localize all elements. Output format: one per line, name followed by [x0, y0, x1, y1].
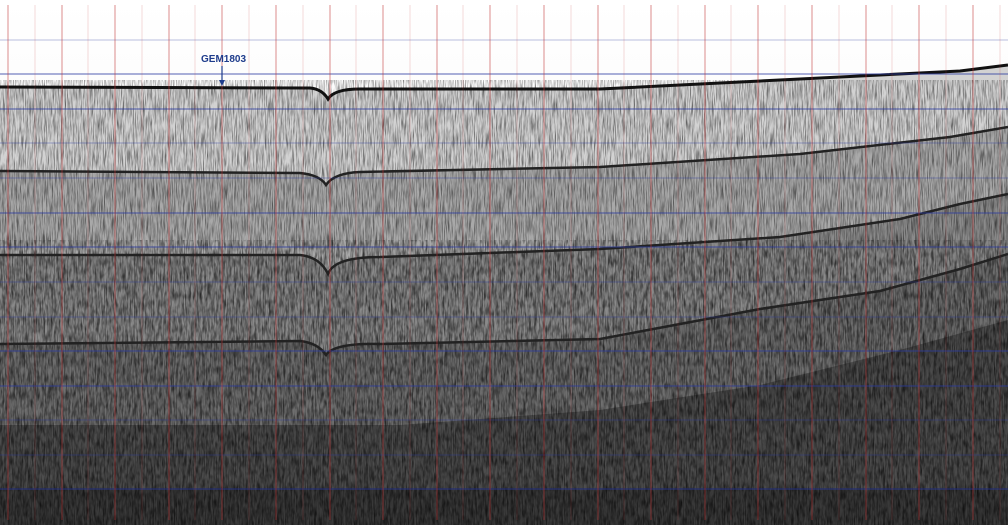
page: GEM1803 (() => { const data = JSON.parse… — [0, 0, 1008, 525]
profile-record: GEM1803 — [0, 0, 1008, 525]
annotation-label: GEM1803 — [201, 54, 246, 65]
